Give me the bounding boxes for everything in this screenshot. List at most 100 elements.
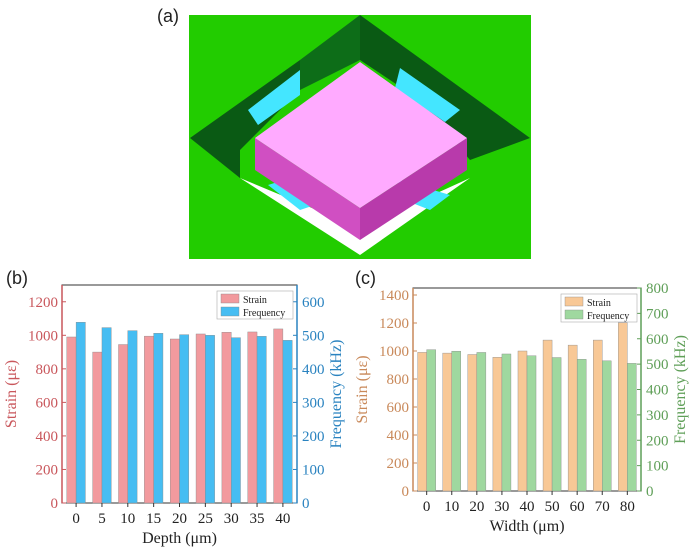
right-axis-label: Frequency (kHz) bbox=[672, 335, 689, 444]
x-tick-label: 30 bbox=[494, 499, 509, 515]
left-tick-label: 1200 bbox=[28, 295, 58, 311]
x-tick-label: 10 bbox=[444, 499, 459, 515]
frequency-bar bbox=[526, 355, 537, 492]
right-tick-label: 300 bbox=[302, 395, 325, 411]
etched-gap bbox=[240, 178, 470, 255]
beam-right bbox=[395, 68, 460, 122]
panel-label-c: (c) bbox=[355, 268, 376, 288]
left-tick-label: 1000 bbox=[28, 328, 58, 344]
left-tick-label: 800 bbox=[387, 372, 410, 388]
x-axis-label: Depth (μm) bbox=[142, 530, 217, 547]
frequency-bar bbox=[551, 357, 562, 492]
right-tick-label: 200 bbox=[302, 429, 325, 445]
left-axis-label: Strain (με) bbox=[354, 355, 371, 423]
x-tick-label: 10 bbox=[120, 511, 135, 527]
right-tick-label: 300 bbox=[646, 408, 669, 424]
left-tick-label: 400 bbox=[36, 429, 59, 445]
x-tick-label: 40 bbox=[275, 511, 290, 527]
legend-label-frequency: Frequency bbox=[243, 308, 285, 319]
frequency-bar bbox=[451, 350, 461, 492]
right-tick-label: 600 bbox=[646, 332, 669, 348]
right-tick-label: 500 bbox=[646, 357, 669, 373]
proof-mass-side-left bbox=[255, 138, 360, 240]
right-tick-label: 100 bbox=[646, 459, 669, 475]
right-tick-label: 500 bbox=[302, 328, 325, 344]
right-tick-label: 0 bbox=[302, 496, 310, 512]
left-tick-label: 400 bbox=[387, 428, 410, 444]
right-tick-label: 400 bbox=[302, 362, 325, 378]
left-tick-label: 600 bbox=[387, 400, 410, 416]
right-tick-label: 800 bbox=[646, 281, 669, 297]
frame-upper-left bbox=[190, 60, 300, 178]
right-tick-label: 600 bbox=[302, 295, 325, 311]
beam-left bbox=[248, 70, 300, 125]
frequency-bar bbox=[501, 353, 512, 492]
x-axis-label: Width (μm) bbox=[489, 518, 564, 535]
left-tick-label: 200 bbox=[387, 456, 410, 472]
legend-swatch-strain bbox=[220, 293, 240, 304]
x-tick-label: 50 bbox=[545, 499, 560, 515]
frequency-bar bbox=[627, 363, 637, 492]
frequency-bar bbox=[602, 360, 612, 492]
x-tick-label: 0 bbox=[72, 511, 80, 527]
strain-bar bbox=[593, 339, 603, 492]
left-tick-label: 1000 bbox=[379, 344, 409, 360]
frequency-bar bbox=[576, 359, 587, 492]
frequency-bar bbox=[127, 330, 138, 504]
strain-bar bbox=[517, 350, 528, 492]
strain-bar bbox=[492, 357, 503, 492]
x-tick-label: 5 bbox=[98, 511, 106, 527]
x-tick-label: 80 bbox=[620, 499, 635, 515]
left-tick-label: 200 bbox=[36, 462, 59, 478]
x-tick-label: 35 bbox=[250, 511, 265, 527]
frequency-bar bbox=[75, 322, 86, 504]
strain-bar bbox=[618, 322, 628, 492]
frequency-bar bbox=[153, 333, 164, 504]
strain-bar bbox=[417, 352, 427, 492]
strain-bar bbox=[542, 339, 553, 492]
x-tick-label: 70 bbox=[595, 499, 610, 515]
x-tick-label: 60 bbox=[570, 499, 585, 515]
proof-mass-top bbox=[255, 62, 467, 208]
strain-bar bbox=[567, 344, 578, 492]
frequency-bar bbox=[179, 334, 190, 504]
right-tick-label: 200 bbox=[646, 433, 669, 449]
panel-label-a: (a) bbox=[157, 6, 179, 26]
left-axis-label: Strain (με) bbox=[3, 360, 20, 428]
left-tick-label: 0 bbox=[51, 496, 59, 512]
right-axis-label: Frequency (kHz) bbox=[328, 340, 345, 449]
x-tick-label: 15 bbox=[146, 511, 161, 527]
frame-top-inner bbox=[300, 15, 360, 90]
frequency-bar bbox=[426, 349, 436, 492]
left-tick-label: 1200 bbox=[379, 316, 409, 332]
legend-label-strain: Strain bbox=[243, 295, 267, 306]
frequency-bar bbox=[256, 336, 267, 504]
legend-swatch-frequency bbox=[220, 306, 240, 317]
frame-upper-right bbox=[360, 15, 530, 160]
frequency-bar bbox=[205, 335, 215, 504]
frequency-bar bbox=[476, 352, 487, 492]
x-tick-label: 30 bbox=[224, 511, 239, 527]
frequency-bar bbox=[282, 340, 293, 504]
left-tick-label: 1400 bbox=[379, 288, 409, 304]
legend-swatch-strain bbox=[564, 296, 584, 307]
left-tick-label: 0 bbox=[402, 484, 410, 500]
frequency-bar bbox=[101, 327, 112, 504]
left-tick-label: 600 bbox=[36, 395, 59, 411]
legend-label-frequency: Frequency bbox=[587, 311, 629, 322]
x-tick-label: 0 bbox=[423, 499, 431, 515]
right-tick-label: 100 bbox=[302, 462, 325, 478]
legend-label-strain: Strain bbox=[587, 298, 611, 309]
right-tick-label: 400 bbox=[646, 383, 669, 399]
left-tick-label: 800 bbox=[36, 362, 59, 378]
x-tick-label: 40 bbox=[520, 499, 535, 515]
x-tick-label: 25 bbox=[198, 511, 213, 527]
legend-swatch-frequency bbox=[564, 309, 584, 320]
strain-bar bbox=[467, 354, 478, 492]
strain-bar bbox=[442, 352, 452, 492]
x-tick-label: 20 bbox=[469, 499, 484, 515]
x-tick-label: 20 bbox=[172, 511, 187, 527]
